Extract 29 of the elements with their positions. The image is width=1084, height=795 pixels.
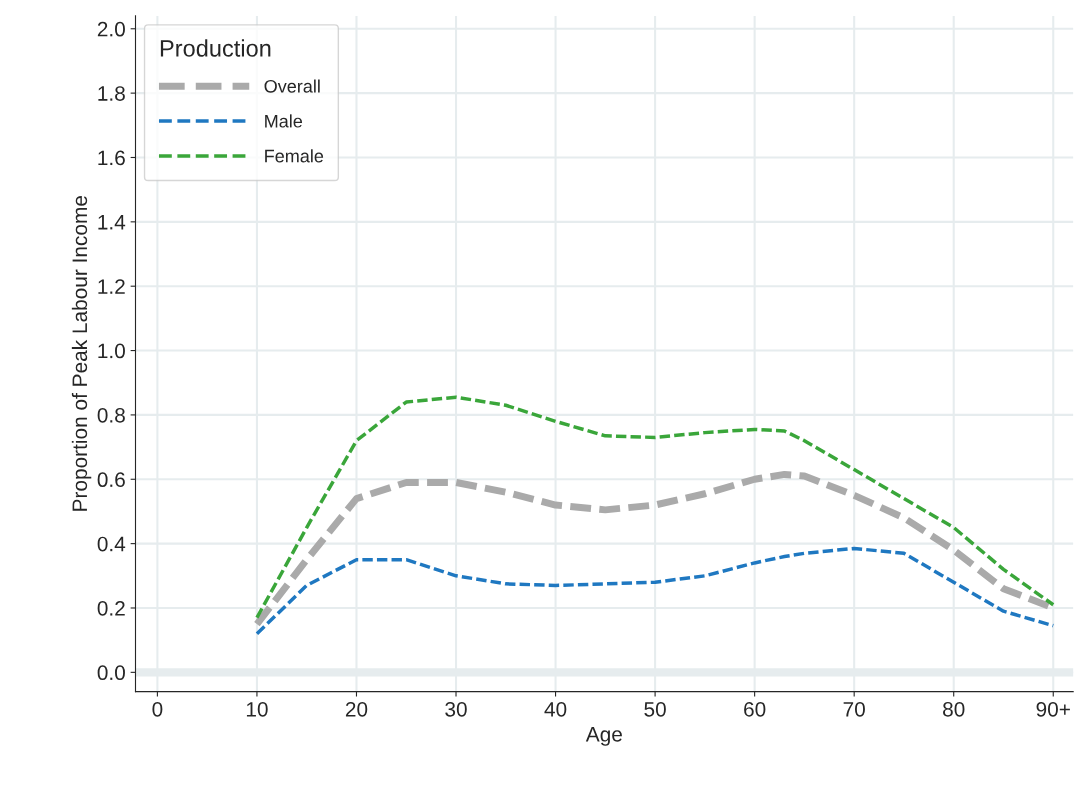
y-axis-title: Proportion of Peak Labour Income	[71, 196, 92, 511]
x-tick-label: 60	[744, 701, 766, 717]
x-tick-label: 50	[644, 701, 666, 717]
line-series	[255, 395, 1055, 620]
y-tick-label: 1.2	[98, 279, 125, 294]
x-tick-label: 80	[943, 701, 965, 717]
legend-label: Overall	[264, 79, 320, 93]
x-tick-label: 10	[246, 701, 268, 717]
line-series	[255, 546, 1055, 636]
x-tick-label: 30	[445, 701, 467, 717]
x-tick-label: 90+	[1036, 701, 1070, 717]
y-tick-label: 1.6	[98, 150, 125, 166]
legend-label: Male	[265, 114, 303, 128]
y-tick-label: 1.4	[98, 215, 126, 230]
x-tick-label: 70	[843, 701, 865, 717]
y-tick-label: 0.4	[97, 536, 126, 552]
y-tick-label: 0.2	[97, 600, 125, 616]
legend-label: Female	[265, 149, 324, 163]
legend-title: Production	[160, 39, 271, 57]
x-axis-title: Age	[585, 727, 622, 746]
y-tick-label: 1.0	[98, 343, 125, 359]
x-tick-label: 0	[152, 701, 163, 717]
x-tick-label: 20	[345, 701, 368, 717]
y-tick-label: 2.0	[97, 21, 125, 37]
y-tick-label: 0.0	[97, 665, 125, 681]
x-tick-label: 40	[544, 701, 567, 717]
y-tick-label: 0.8	[97, 407, 125, 423]
y-tick-label: 1.8	[98, 86, 125, 101]
y-tick-label: 0.6	[97, 472, 125, 488]
